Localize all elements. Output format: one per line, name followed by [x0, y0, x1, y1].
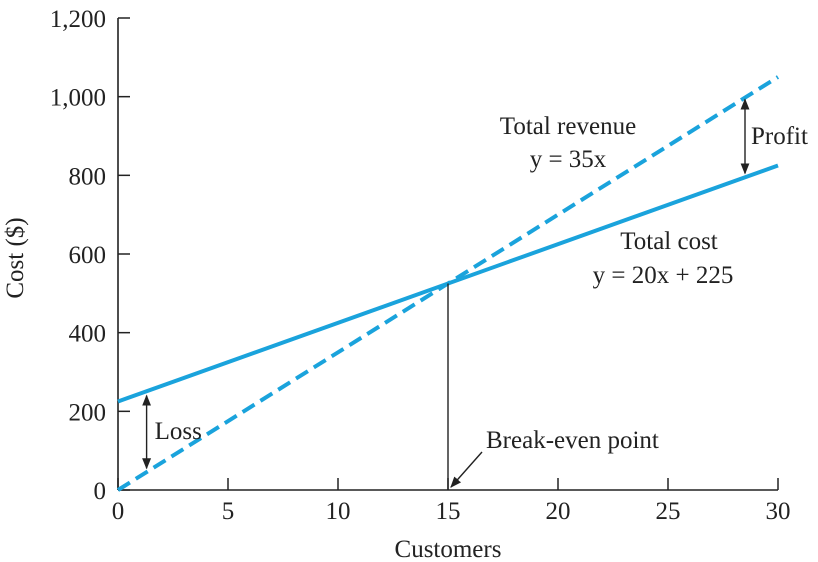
y-tick-label: 1,200: [50, 6, 106, 33]
annotations: Total revenue y = 35x Total cost y = 20x + …: [142, 98, 808, 490]
y-tick-label: 800: [69, 163, 107, 190]
x-tick-label: 15: [436, 498, 461, 525]
break-even-label: Break-even point: [486, 427, 659, 454]
x-tick-label: 10: [326, 498, 351, 525]
total-revenue-label: Total revenue: [500, 113, 636, 140]
x-tick-label: 20: [546, 498, 571, 525]
y-tick-label: 1,000: [50, 85, 106, 112]
break-even-pointer-arrow: [450, 451, 483, 488]
ticks: 0 5 10 15 20 25 30 0 200 400 600 800 1,000 1,200: [50, 6, 791, 525]
x-tick-label: 30: [766, 498, 791, 525]
loss-label: Loss: [155, 418, 202, 445]
total-cost-equation: y = 20x + 225: [593, 262, 734, 289]
x-tick-label: 0: [112, 498, 125, 525]
x-tick-label: 25: [656, 498, 681, 525]
total-cost-label: Total cost: [620, 228, 718, 255]
y-tick-label: 400: [69, 321, 107, 348]
total-revenue-equation: y = 35x: [530, 146, 607, 173]
y-axis-title: Cost ($): [2, 217, 29, 298]
x-tick-label: 5: [222, 498, 235, 525]
y-tick-label: 200: [69, 399, 107, 426]
y-tick-label: 0: [94, 478, 107, 505]
x-axis-title: Customers: [395, 536, 502, 562]
y-tick-label: 600: [69, 242, 107, 269]
profit-label: Profit: [751, 123, 808, 150]
